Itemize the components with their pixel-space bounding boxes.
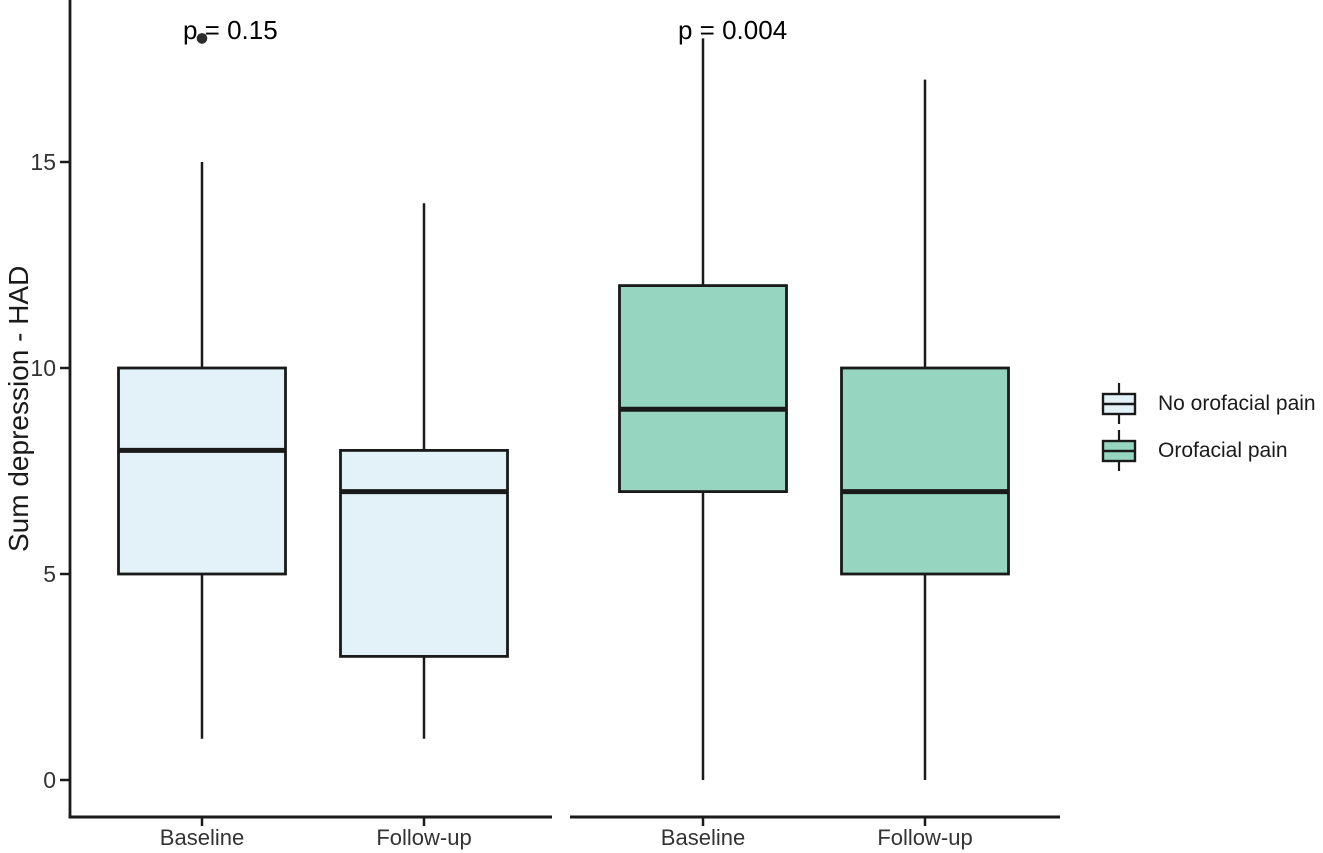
- box: [618, 284, 788, 494]
- legend-entry-pain: Orofacial pain: [1100, 428, 1316, 473]
- legend: No orofacial pain Orofacial pain: [1100, 381, 1316, 473]
- boxplot-key-icon: [1101, 383, 1137, 424]
- outlier-point: [196, 33, 208, 44]
- box: [117, 366, 287, 576]
- x-tick-label: Baseline: [160, 825, 244, 850]
- legend-label: No orofacial pain: [1158, 391, 1316, 415]
- x-tick-label: Follow-up: [376, 825, 471, 850]
- y-tick-label: 15: [30, 149, 56, 175]
- y-axis-title: Sum depression - HAD: [3, 265, 34, 552]
- y-tick-label: 10: [30, 355, 56, 381]
- box: [339, 448, 509, 658]
- p-value-label-left: p = 0.15: [183, 15, 278, 45]
- legend-entry-no-pain: No orofacial pain: [1100, 381, 1316, 426]
- p-value-label-right: p = 0.004: [678, 15, 788, 45]
- x-tick-label: Baseline: [661, 825, 745, 850]
- x-tick-label: Follow-up: [877, 825, 972, 850]
- y-tick-label: 0: [43, 767, 56, 793]
- box: [840, 366, 1010, 576]
- legend-label: Orofacial pain: [1158, 438, 1288, 462]
- boxplot-key-icon: [1101, 430, 1137, 471]
- y-tick-label: 5: [43, 561, 56, 587]
